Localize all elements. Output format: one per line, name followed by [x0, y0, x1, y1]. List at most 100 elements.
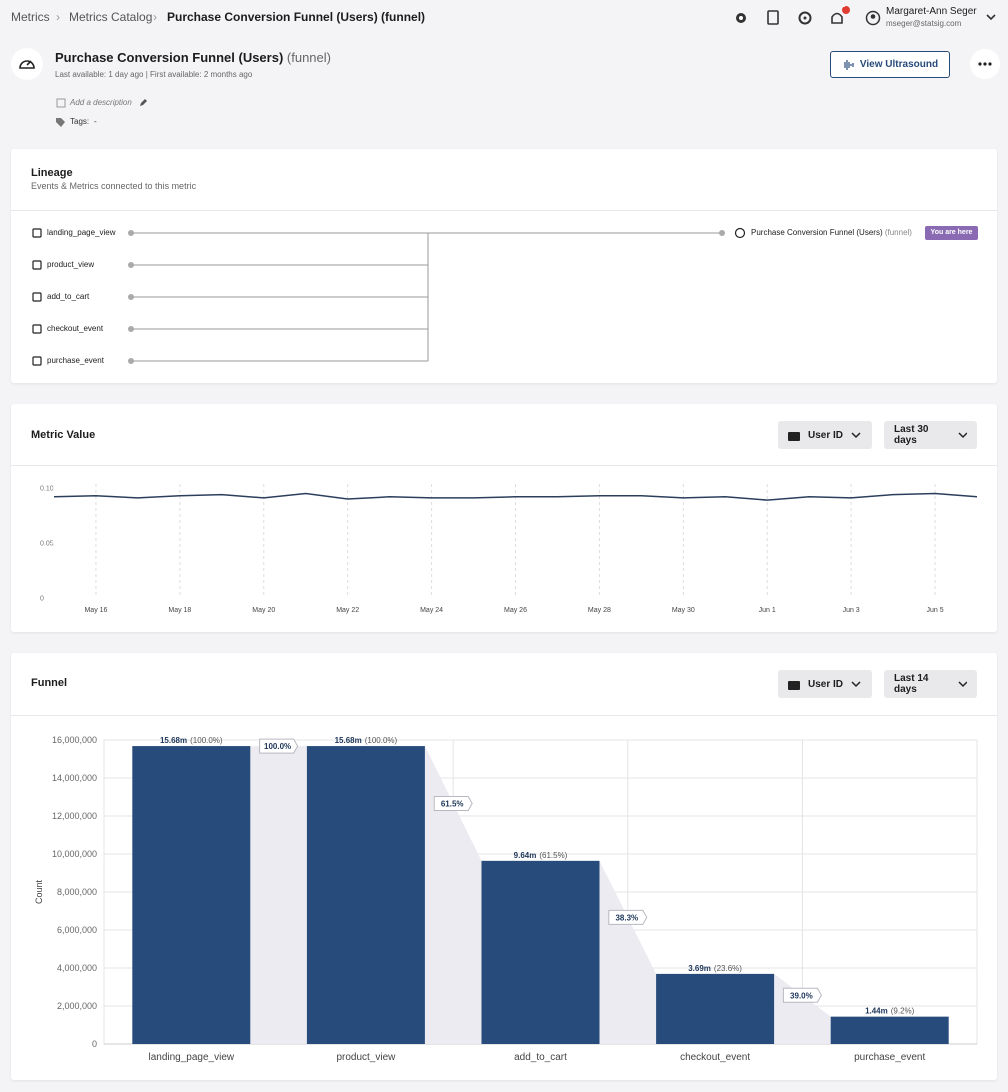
- breadcrumb-separator: ›: [153, 10, 157, 24]
- bar: [481, 860, 600, 1044]
- unit-selector[interactable]: User ID: [778, 670, 872, 698]
- breadcrumb-link[interactable]: Metrics: [11, 10, 50, 24]
- percent-label: (9.2%): [891, 1007, 915, 1016]
- range-selector[interactable]: Last 30 days: [884, 421, 977, 449]
- unit-selector[interactable]: User ID: [778, 421, 872, 449]
- y-tick-label: 2,000,000: [57, 1001, 97, 1011]
- step-label-box: [608, 909, 648, 925]
- lineage-source[interactable]: purchase_event: [47, 356, 104, 365]
- y-tick-label: 14,000,000: [52, 773, 97, 783]
- conversion-area: [250, 746, 307, 1044]
- tags-label: Tags:: [70, 117, 90, 126]
- lineage-source[interactable]: product_view: [47, 260, 95, 269]
- edit-icon[interactable]: [139, 98, 148, 107]
- ultrasound-icon: [844, 59, 854, 70]
- x-tick-label: May 18: [168, 607, 191, 614]
- docs-icon[interactable]: [767, 10, 779, 25]
- x-tick-label: May 24: [420, 607, 443, 614]
- y-tick-label: 16,000,000: [52, 735, 97, 745]
- card-title: Lineage: [31, 167, 73, 179]
- view-ultrasound-button[interactable]: View Ultrasound: [830, 51, 950, 78]
- x-tick-label: landing_page_view: [148, 1052, 234, 1063]
- event-icons: [32, 227, 746, 366]
- id-icon: [788, 431, 800, 441]
- integrations-icon[interactable]: [736, 13, 746, 23]
- target-name: Purchase Conversion Funnel (Users): [751, 228, 883, 237]
- chevron: [958, 432, 967, 439]
- id-icon: [788, 680, 800, 690]
- data-label: 1.44m (9.2%): [865, 1007, 915, 1016]
- metric-title: Purchase Conversion Funnel (Users) (funn…: [55, 50, 331, 65]
- x-tick-label: May 30: [672, 607, 695, 614]
- y-tick-label: 0.10: [40, 486, 54, 493]
- user-name: Margaret-Ann Seger: [886, 6, 977, 17]
- selector-label: User ID: [808, 678, 844, 690]
- breadcrumb-link[interactable]: Metrics Catalog: [69, 10, 153, 24]
- conversion-area: [424, 746, 482, 1044]
- value-label: 15.68m: [335, 736, 362, 745]
- breadcrumb-current: Purchase Conversion Funnel (Users) (funn…: [167, 10, 426, 24]
- lineage-graph: [32, 226, 978, 366]
- y-tick-label: 10,000,000: [52, 849, 97, 859]
- divider: [11, 210, 997, 211]
- metric-availability: Last available: 1 day ago | First availa…: [55, 70, 253, 79]
- metric-kind: (funnel): [286, 50, 331, 65]
- step-label: 61.5%: [441, 799, 464, 808]
- x-tick-label: May 28: [588, 607, 611, 614]
- notifications-icon[interactable]: [831, 6, 850, 24]
- user-avatar[interactable]: [864, 9, 882, 27]
- y-tick-label: 0: [92, 1039, 97, 1049]
- more-button[interactable]: [970, 49, 1000, 79]
- step-label: 100.0%: [264, 742, 291, 751]
- settings-icon[interactable]: [798, 11, 812, 25]
- range-selector[interactable]: Last 14 days: [884, 670, 977, 698]
- user-menu-chevron[interactable]: [985, 12, 997, 22]
- lineage-target: Purchase Conversion Funnel (Users) (funn…: [751, 228, 912, 237]
- target-kind: (funnel): [884, 228, 912, 237]
- description-icon: [56, 98, 66, 108]
- badge-label: You are here: [930, 229, 973, 236]
- y-tick-label: 8,000,000: [57, 887, 97, 897]
- data-label: 15.68m (100.0%): [160, 736, 223, 745]
- card-subtitle: Events & Metrics connected to this metri…: [31, 181, 197, 191]
- value-label: 9.64m: [514, 851, 537, 860]
- x-tick-label: product_view: [336, 1052, 396, 1063]
- metric-value-chart: 0 0.05 0.10 May 16 May 18 May 20 May 22 May 24 M…: [40, 484, 978, 614]
- data-label: 15.68m (100.0%): [335, 736, 398, 745]
- funnel-chart: 0 2,000,000 4,000,000 6,000,000 8,000,000 10,…: [34, 735, 978, 1063]
- card-title: Funnel: [31, 677, 68, 689]
- value-label: 15.68m: [160, 736, 187, 745]
- selector-label: User ID: [808, 429, 844, 441]
- funnel-card: Funnel User ID Last 14 days 0 2,000,000 4,…: [11, 653, 997, 1080]
- y-tick-label: 4,000,000: [57, 963, 97, 973]
- divider: [11, 465, 997, 466]
- metric-icon: [11, 48, 43, 80]
- user-email: mseger@statsig.com: [886, 19, 962, 28]
- lineage-source[interactable]: checkout_event: [47, 324, 104, 333]
- lineage-nodes: [128, 230, 725, 364]
- selector-label: Last 30 days: [894, 424, 929, 446]
- tags-value: -: [94, 117, 97, 126]
- x-tick-label: May 20: [252, 607, 275, 614]
- tag-icon: [56, 118, 65, 127]
- notification-count: 1: [842, 3, 846, 9]
- button-label: View Ultrasound: [859, 59, 939, 70]
- step-label: 38.3%: [615, 913, 638, 922]
- percent-label: (23.6%): [714, 964, 742, 973]
- y-tick-label: 0.05: [40, 541, 54, 548]
- lineage-source[interactable]: landing_page_view: [47, 228, 116, 237]
- header-icons: [736, 6, 850, 25]
- breadcrumb-separator: ›: [56, 10, 60, 24]
- data-label: 9.64m (61.5%): [514, 851, 568, 860]
- step-label-box: [259, 738, 299, 754]
- bar: [306, 746, 425, 1044]
- lineage-source[interactable]: add_to_cart: [47, 292, 90, 301]
- x-tick-label: checkout_event: [680, 1052, 750, 1063]
- description-placeholder[interactable]: Add a description: [70, 98, 132, 107]
- value-label: 3.69m: [688, 964, 711, 973]
- chevron: [958, 681, 967, 688]
- card-title: Metric Value: [31, 429, 96, 441]
- data-label: 3.69m (23.6%): [688, 964, 742, 973]
- metric-value-card: Metric Value User ID Last 30 days 0 0.05 0…: [11, 404, 997, 632]
